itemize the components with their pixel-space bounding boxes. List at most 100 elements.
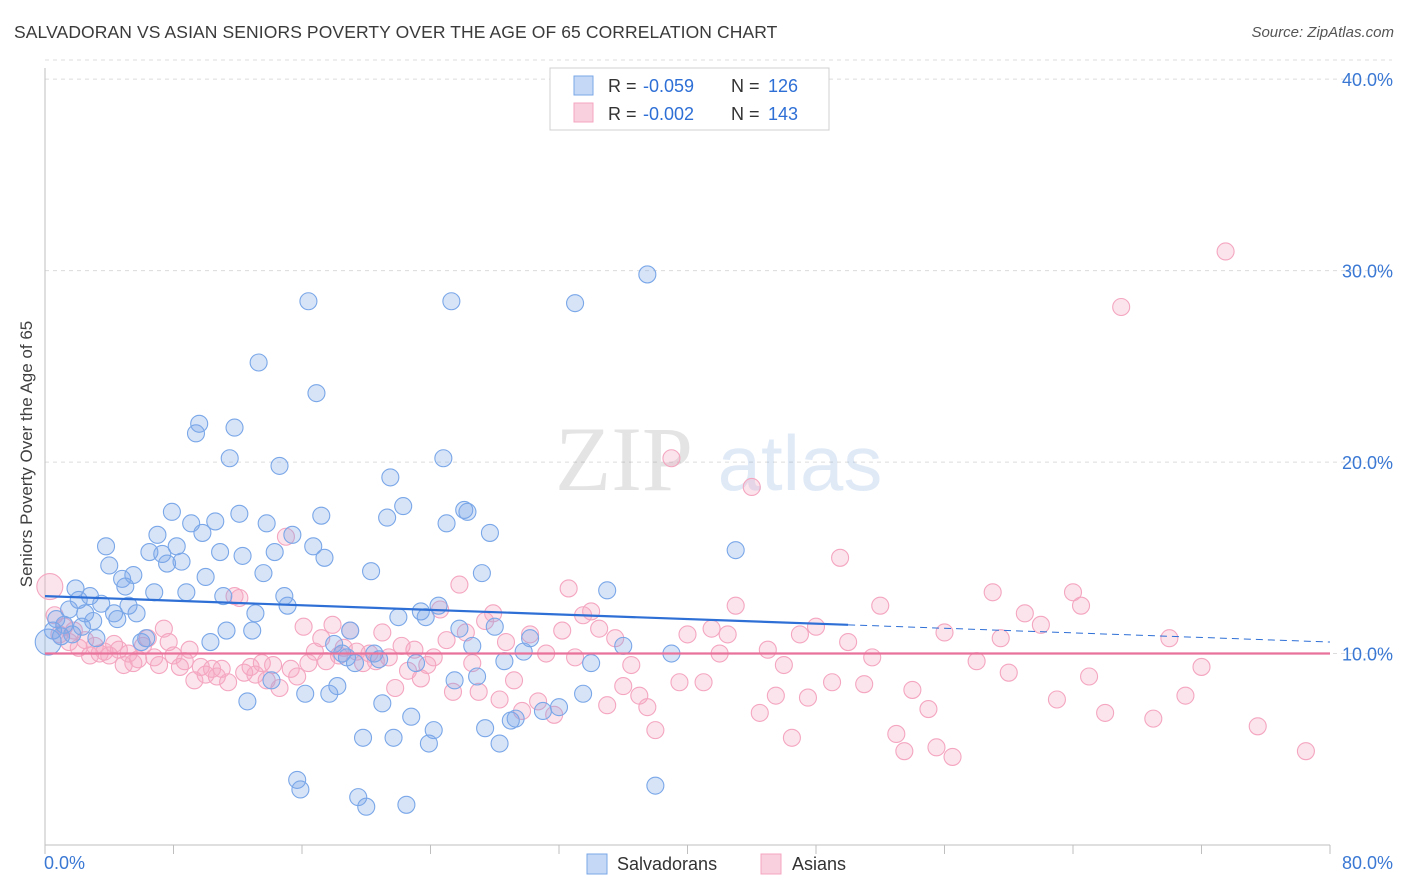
salvadoran-point bbox=[419, 734, 438, 753]
asian-point bbox=[726, 596, 745, 615]
salvadoran-point bbox=[450, 619, 469, 638]
salvadoran-point bbox=[249, 353, 268, 372]
salvadoran-point bbox=[402, 707, 421, 726]
salvadoran-point bbox=[406, 654, 426, 673]
salvadoran-point bbox=[153, 544, 172, 564]
asian-point bbox=[790, 625, 809, 644]
watermark: ZIP atlas bbox=[555, 408, 882, 510]
salvadoran-point bbox=[246, 604, 265, 623]
salvadoran-point bbox=[389, 608, 408, 627]
asian-point bbox=[1144, 709, 1163, 728]
salvadoran-point bbox=[328, 677, 347, 696]
asian-point bbox=[863, 648, 882, 667]
salvadoran-point bbox=[362, 562, 381, 581]
x-tick-labels: 0.0% 80.0% bbox=[44, 853, 1393, 873]
legend-swatch-salvadorans bbox=[573, 75, 594, 96]
salvadoran-point bbox=[193, 523, 212, 542]
salvadoran-point bbox=[233, 546, 252, 565]
legend-r-value-2: -0.002 bbox=[643, 104, 694, 124]
asian-point bbox=[36, 572, 64, 601]
asian-point bbox=[991, 629, 1010, 648]
asian-point bbox=[1080, 667, 1099, 686]
asian-point bbox=[742, 477, 761, 497]
asian-point bbox=[170, 657, 189, 676]
salvadoran-point bbox=[63, 625, 82, 644]
asian-point bbox=[758, 640, 777, 659]
salvadoran-point bbox=[196, 567, 215, 587]
x-tick-label: 0.0% bbox=[44, 853, 85, 873]
gridlines bbox=[45, 59, 1392, 655]
bottom-legend-swatch-salvadorans bbox=[586, 853, 608, 875]
legend-n-value-2: 143 bbox=[768, 104, 798, 124]
salvadoran-point bbox=[214, 587, 233, 606]
source-label: Source: ZipAtlas.com bbox=[1251, 24, 1394, 41]
asian-point bbox=[276, 527, 295, 546]
salvadoran-point bbox=[726, 541, 745, 560]
salvadoran-point bbox=[378, 508, 397, 527]
asian-point bbox=[967, 652, 986, 671]
salvadoran-point bbox=[105, 604, 124, 623]
asian-point bbox=[323, 615, 342, 634]
salvadoran-point bbox=[167, 537, 186, 556]
asian-point bbox=[855, 675, 874, 694]
salvadoran-point bbox=[345, 654, 365, 673]
asian-point bbox=[919, 700, 938, 719]
salvadoran-point bbox=[442, 292, 461, 311]
legend-n-label-1: N = bbox=[731, 76, 760, 96]
asian-point bbox=[469, 682, 488, 701]
salvadoran-point bbox=[463, 636, 482, 655]
salvadoran-point bbox=[495, 652, 514, 671]
asian-point bbox=[895, 742, 914, 761]
salvadoran-point bbox=[574, 684, 593, 703]
salvadoran-point bbox=[162, 502, 181, 521]
salvadoran-point bbox=[646, 776, 665, 795]
asian-point bbox=[100, 646, 119, 665]
asian-point bbox=[386, 678, 405, 698]
asian-point bbox=[694, 673, 713, 692]
salvadoran-point bbox=[490, 734, 509, 753]
asian-point bbox=[418, 655, 437, 675]
asian-point bbox=[180, 640, 199, 659]
asian-point bbox=[622, 655, 641, 675]
asian-point bbox=[521, 625, 540, 644]
asian-point bbox=[504, 671, 524, 690]
salvadoran-point bbox=[549, 698, 569, 717]
salvadoran-point bbox=[373, 694, 392, 713]
salvadoran-point bbox=[72, 617, 91, 636]
asian-point bbox=[373, 623, 392, 642]
salvadoran-point bbox=[225, 418, 244, 437]
salvadoran-point bbox=[598, 581, 617, 600]
salvadoran-point bbox=[341, 621, 360, 640]
salvadoran-point bbox=[582, 654, 601, 673]
salvadoran-point bbox=[533, 701, 552, 721]
salvadoran-point bbox=[254, 564, 273, 583]
trend-lines bbox=[44, 594, 1331, 655]
salvadoran-point bbox=[127, 604, 146, 623]
asian-point bbox=[1071, 596, 1091, 615]
salvadoran-point bbox=[96, 537, 116, 556]
asian-point bbox=[164, 646, 183, 665]
asian-point bbox=[288, 667, 307, 686]
salvadoran-point bbox=[307, 384, 326, 403]
salvadoran-point bbox=[52, 627, 71, 646]
salvadoran-point bbox=[353, 728, 373, 747]
salvadoran-point bbox=[357, 797, 376, 816]
asian-point bbox=[443, 682, 463, 701]
top-legend-box bbox=[549, 67, 830, 131]
asian-point bbox=[782, 728, 801, 747]
salvadoran-point bbox=[312, 506, 331, 525]
watermark-zip: ZIP bbox=[555, 408, 693, 510]
asian-point bbox=[566, 648, 585, 667]
salvadoran-point bbox=[186, 424, 206, 443]
salvadoran-point bbox=[455, 500, 474, 519]
salvadoran-point bbox=[84, 611, 103, 631]
salvadoran-point bbox=[158, 554, 177, 573]
asian-point bbox=[1015, 604, 1034, 623]
salvadoran-point bbox=[265, 543, 284, 562]
salvadoran-point bbox=[243, 621, 262, 640]
legend-n-label-2: N = bbox=[731, 104, 760, 124]
salvadoran-point bbox=[468, 667, 487, 686]
salvadoran-point bbox=[270, 456, 289, 475]
salvadoran-point bbox=[521, 629, 540, 648]
asian-point bbox=[553, 621, 572, 640]
